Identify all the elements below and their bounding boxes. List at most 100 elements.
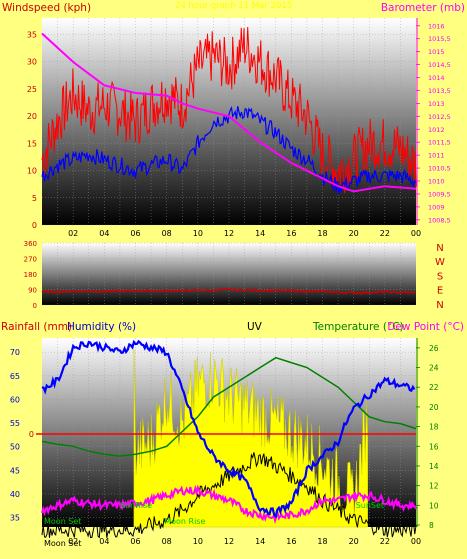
- x-tick-label: 20: [349, 537, 359, 546]
- humidity-tick-label: 40: [10, 490, 20, 499]
- temperature-tick-label: 20: [429, 403, 439, 412]
- moonset-label-bottom: Moon Set: [44, 539, 81, 548]
- series-direction-line: [41, 287, 415, 295]
- series-pink-line: [41, 484, 417, 525]
- x-tick-label: 18: [317, 229, 327, 238]
- x-tick-label: 16: [286, 537, 296, 546]
- windspeed-axis-label: Windspeed (kph): [2, 2, 91, 14]
- temperature-axis-label: Temperature (°C): [312, 321, 404, 333]
- barometer-tick-label: 1014,5: [428, 61, 451, 69]
- chart-title: 24 hour graph 11 Mar 2015: [175, 1, 292, 11]
- series-barometer-line: [41, 32, 417, 193]
- uv-axis-label: UV: [247, 321, 263, 333]
- barometer-tick-label: 1012,5: [428, 113, 451, 121]
- x-tick-label: 06: [130, 537, 140, 546]
- x-tick-label: 06: [130, 229, 140, 238]
- barometer-tick-label: 1010: [428, 178, 445, 186]
- compass-label: E: [437, 286, 443, 297]
- barometer-tick-label: 1008,5: [428, 216, 451, 224]
- wind-plot-area: [42, 18, 416, 225]
- x-tick-label: 12: [224, 537, 234, 546]
- windspeed-tick-label: 15: [27, 139, 37, 148]
- windspeed-tick-label: 0: [32, 221, 37, 230]
- temperature-tick-label: 12: [429, 482, 439, 491]
- barometer-tick-label: 1011: [428, 152, 445, 160]
- compass-label: N: [436, 300, 443, 311]
- humidity-tick-label: 45: [10, 466, 20, 475]
- x-tick-label: 20: [349, 229, 359, 238]
- x-tick-label: 04: [99, 537, 109, 546]
- barometer-tick-label: 1012: [428, 126, 445, 134]
- x-tick-label: 04: [99, 229, 109, 238]
- x-tick-label: 02: [68, 537, 78, 546]
- temperature-tick-label: 22: [429, 383, 439, 392]
- barometer-tick-label: 1009: [428, 203, 445, 211]
- temperature-tick-label: 18: [429, 423, 439, 432]
- x-tick-label: 08: [162, 229, 172, 238]
- barometer-tick-label: 1011,5: [428, 139, 451, 147]
- humidity-tick-label: 70: [10, 348, 20, 357]
- series-dewpoint-line: [41, 452, 417, 539]
- humidity-tick-label: 35: [10, 514, 20, 523]
- windspeed-tick-label: 5: [32, 194, 37, 203]
- rainfall-axis-label: Rainfall (mm): [1, 321, 72, 333]
- direction-tick-label: 90: [28, 287, 37, 295]
- temperature-tick-label: 16: [429, 442, 439, 451]
- barometer-tick-label: 1013: [428, 100, 445, 108]
- series-uv-area: [133, 348, 368, 528]
- humidity-tick-label: 65: [10, 372, 20, 381]
- barometer-axis-label: Barometer (mb): [381, 2, 465, 14]
- x-tick-label: 10: [193, 229, 203, 238]
- moonset-label: Moon Set: [44, 517, 81, 526]
- barometer-tick-label: 1015: [428, 48, 445, 56]
- x-tick-label: 10: [193, 537, 203, 546]
- sunrise-label: SunRise: [120, 501, 152, 510]
- x-tick-label: 14: [255, 537, 265, 546]
- compass-label: N: [436, 243, 443, 254]
- windspeed-tick-label: 30: [27, 58, 37, 67]
- windspeed-tick-label: 25: [27, 85, 37, 94]
- x-tick-label: 16: [286, 229, 296, 238]
- x-tick-label: 12: [224, 229, 234, 238]
- humidity-tick-label: 50: [10, 443, 20, 452]
- windspeed-tick-label: 35: [27, 30, 37, 39]
- humidity-axis-label: Humidity (%): [67, 321, 136, 333]
- temperature-tick-label: 14: [429, 462, 439, 471]
- direction-tick-label: 0: [33, 302, 37, 310]
- compass-label: S: [437, 271, 443, 282]
- temperature-tick-label: 8: [429, 521, 434, 530]
- direction-tick-label: 270: [24, 256, 37, 264]
- series-temperature-line: [41, 356, 417, 457]
- humidity-temperature-panel: 35 40 45 50 55 60 65 70 0 8 10 12 14 16 18 20 22 24 26 Su…: [10, 338, 439, 548]
- x-tick-label: 22: [380, 537, 390, 546]
- barometer-tick-label: 1015,5: [428, 35, 451, 43]
- temperature-tick-label: 26: [429, 344, 439, 353]
- humidity-tick-label: 55: [10, 419, 20, 428]
- moonrise-label: Moon Rise: [164, 517, 205, 526]
- temperature-tick-label: 10: [429, 501, 439, 510]
- rainfall-tick-label: 0: [29, 430, 34, 439]
- temperature-tick-label: 24: [429, 364, 439, 373]
- sunset-label: SunSet: [356, 501, 384, 510]
- barometer-tick-label: 1010,5: [428, 165, 451, 173]
- series-gust-line: [41, 26, 417, 194]
- compass-label: W: [435, 257, 445, 268]
- humidity-tick-label: 60: [10, 395, 20, 404]
- direction-tick-label: 360: [24, 240, 37, 248]
- x-tick-label: 14: [255, 229, 265, 238]
- barometer-tick-label: 1013,5: [428, 87, 451, 95]
- x-tick-label: 00: [411, 229, 421, 238]
- barometer-tick-label: 1016: [428, 22, 445, 30]
- direction-tick-label: 180: [24, 271, 37, 279]
- x-tick-label: 18: [317, 537, 327, 546]
- x-tick-label: 22: [380, 229, 390, 238]
- dewpoint-axis-label: Dew Point (°C): [387, 321, 464, 333]
- x-tick-label: 08: [162, 537, 172, 546]
- barometer-tick-label: 1009,5: [428, 190, 451, 198]
- series-humidity-line: [41, 339, 416, 519]
- series-average-line: [41, 105, 417, 194]
